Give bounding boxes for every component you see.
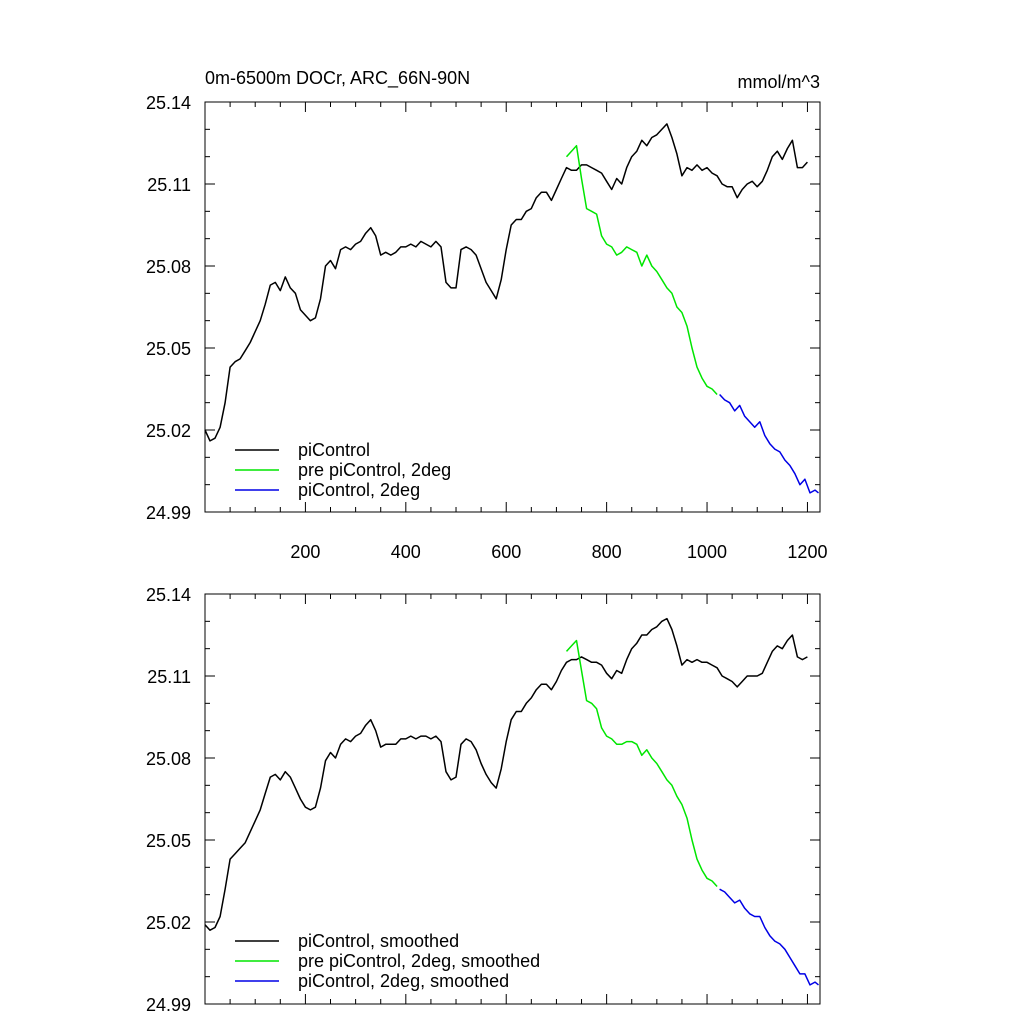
- x-tick-label: 800: [592, 542, 622, 562]
- series-line-0: [204, 123, 808, 442]
- x-tick-label: 400: [391, 542, 421, 562]
- legend-label: piControl, 2deg, smoothed: [298, 971, 509, 991]
- y-tick-label: 25.14: [146, 585, 191, 605]
- x-tick-label: 1000: [687, 542, 727, 562]
- y-tick-label: 25.08: [146, 257, 191, 277]
- y-tick-label: 25.11: [147, 667, 191, 687]
- x-tick-label: 200: [290, 542, 320, 562]
- top-panel: 24.99 25.02 25.05 25.08 25.11 25.14 200 400 600 8…: [146, 93, 828, 562]
- y-tick-label: 25.08: [146, 749, 191, 769]
- y-tick-label: 25.05: [146, 339, 191, 359]
- y-tick-label: 24.99: [146, 503, 191, 523]
- x-tick-label: 1200: [787, 542, 827, 562]
- bottom-panel: 24.99 25.02 25.05 25.08 25.11 25.14 piControl,…: [146, 585, 821, 1015]
- y-tick-label: 24.99: [146, 995, 191, 1015]
- legend-label: piControl, 2deg: [298, 480, 420, 500]
- legend-label: pre piControl, 2deg: [298, 460, 451, 480]
- chart-title: 0m-6500m DOCr, ARC_66N-90N: [205, 68, 470, 89]
- legend-label: pre piControl, 2deg, smoothed: [298, 951, 540, 971]
- y-tick-label: 25.02: [146, 913, 191, 933]
- series-line-1: [565, 144, 718, 396]
- legend-label: piControl: [298, 440, 370, 460]
- plot-frame: [204, 101, 821, 513]
- series-line-0: [204, 617, 808, 931]
- y-tick-label: 25.14: [146, 93, 191, 113]
- x-tick-label: 600: [491, 542, 521, 562]
- series-line-2: [719, 888, 819, 986]
- series-line-2: [719, 393, 819, 494]
- units-label: mmol/m^3: [738, 72, 820, 92]
- y-tick-label: 25.11: [147, 175, 191, 195]
- series-line-1: [565, 639, 718, 888]
- y-tick-label: 25.05: [146, 831, 191, 851]
- legend-label: piControl, smoothed: [298, 931, 459, 951]
- y-tick-label: 25.02: [146, 421, 191, 441]
- plot-frame: [204, 593, 821, 1005]
